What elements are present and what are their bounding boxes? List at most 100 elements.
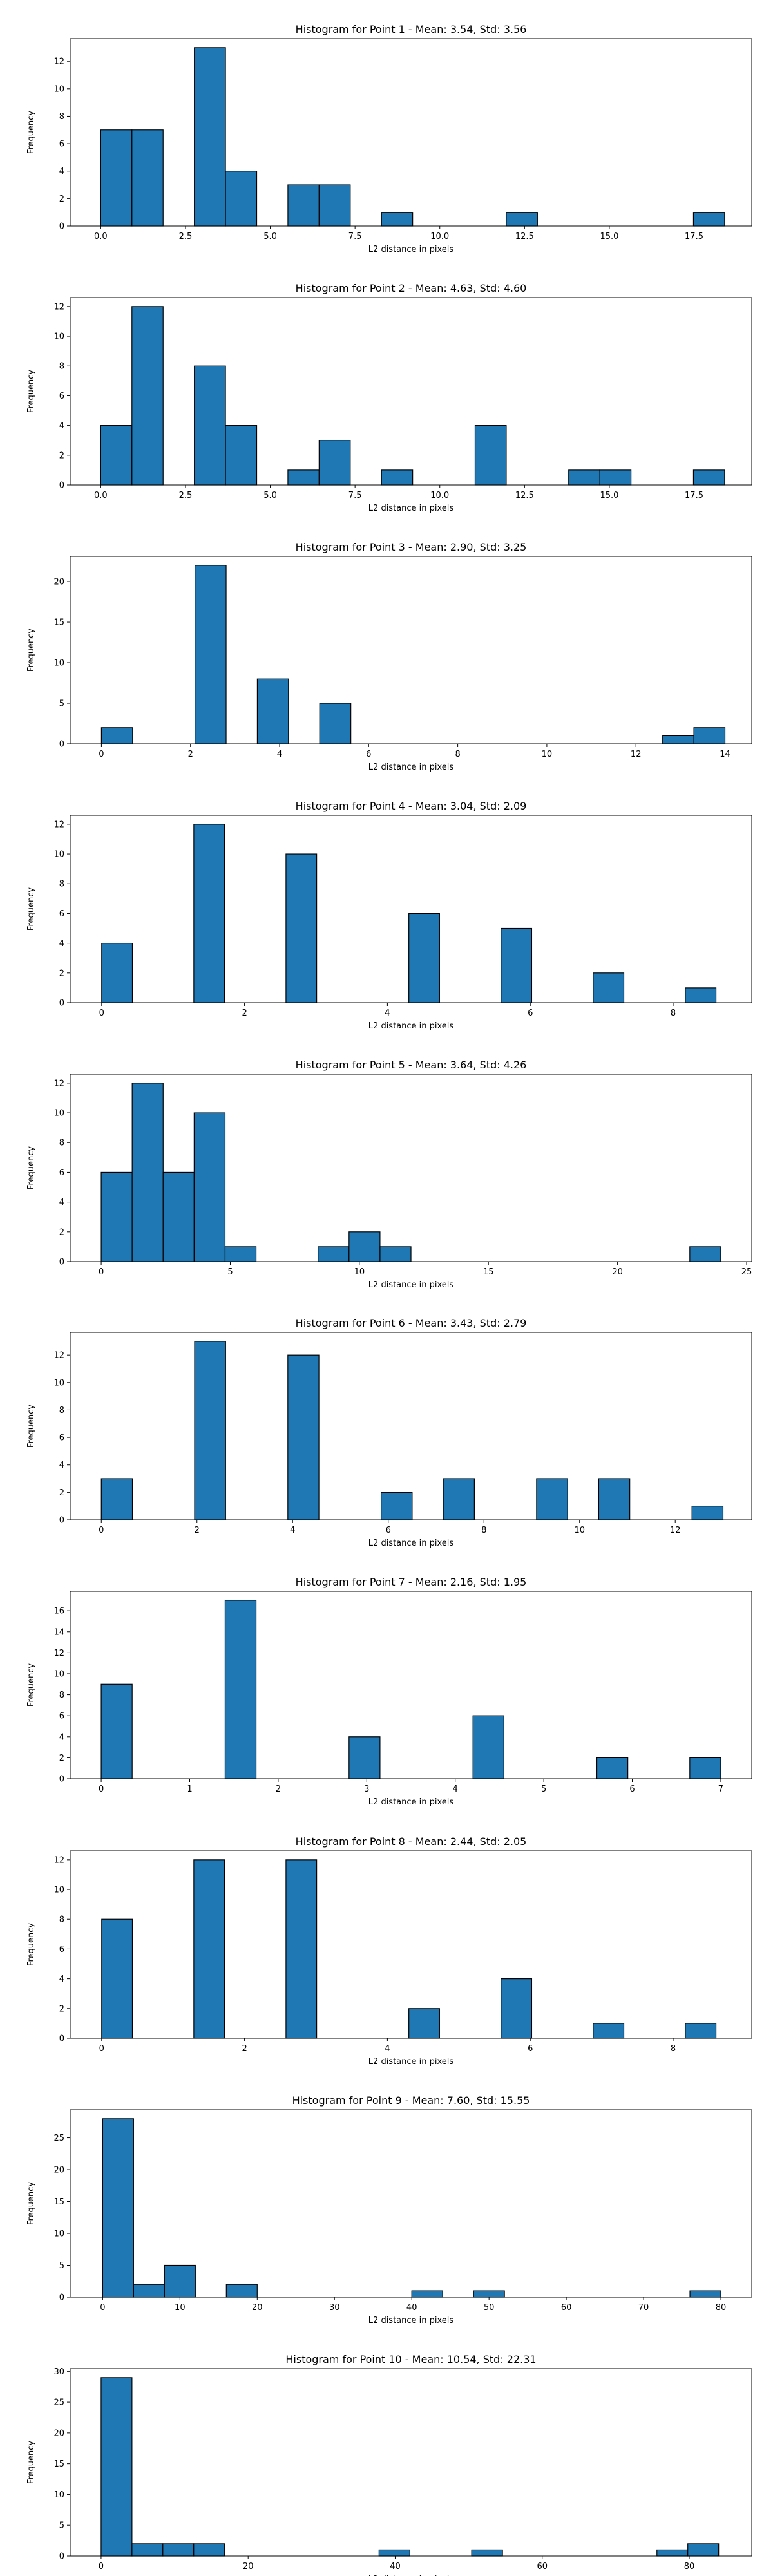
chart6-bar	[691, 1506, 724, 1520]
chart4-ylabel: Frequency	[26, 887, 36, 931]
chart3-bar	[100, 727, 133, 744]
chart8-ytick-label: 12	[53, 1855, 64, 1865]
chart1-xtick-label: 17.5	[685, 232, 703, 242]
chart4-ytick-label: 2	[59, 969, 64, 978]
chart5-title: Histogram for Point 5 - Mean: 3.64, Std:…	[296, 1059, 527, 1071]
chart7-xtick-label: 4	[453, 1785, 458, 1794]
chart9-bar	[164, 2264, 196, 2298]
chart1-bar	[381, 212, 414, 227]
chart1-title: Histogram for Point 1 - Mean: 3.54, Std:…	[296, 23, 527, 35]
chart7-ytick-label: 6	[59, 1712, 64, 1721]
chart9-bar	[411, 2290, 443, 2298]
chart5-ytick-label: 4	[59, 1198, 64, 1208]
chart3-bar	[693, 727, 726, 744]
chart5-bar	[689, 1246, 721, 1262]
chart7-bar	[100, 1683, 133, 1779]
chart1-bar	[287, 184, 320, 227]
chart4-ytick-label: 12	[53, 820, 64, 829]
chart2-ytick-label: 12	[53, 302, 64, 312]
chart1-bar	[225, 171, 258, 227]
chart7-bar	[472, 1715, 504, 1779]
chart8-bar	[101, 1918, 133, 2039]
chart10-ytick-label: 0	[59, 2552, 64, 2562]
chart3-ytick-label: 20	[53, 578, 64, 587]
chart1-axes-frame	[70, 38, 752, 227]
chart8-bar	[593, 2023, 625, 2039]
chart9-bar	[473, 2290, 505, 2298]
chart10-bar	[162, 2543, 195, 2557]
chart6-ytick-label: 8	[59, 1406, 64, 1416]
chart10-xtick-label: 40	[390, 2562, 401, 2571]
chart6-xtick-label: 0	[99, 1526, 104, 1535]
chart8-ytick-label: 0	[59, 2034, 64, 2044]
chart4-bar	[685, 987, 717, 1003]
chart5-bar	[224, 1246, 257, 1262]
chart8-xlabel: L2 distance in pixels	[368, 2057, 454, 2067]
chart1-xtick-label: 10.0	[430, 232, 449, 242]
chart10-bar	[131, 2543, 164, 2557]
chart2-ytick-label: 2	[59, 451, 64, 460]
chart5-bar	[162, 1171, 195, 1262]
chart6-bar	[380, 1492, 413, 1520]
chart3-ytick-label: 10	[53, 659, 64, 668]
chart2-bar	[194, 365, 226, 486]
chart5-bar	[193, 1112, 226, 1262]
chart6-xlabel: L2 distance in pixels	[368, 1539, 454, 1548]
chart5-xtick-label: 0	[99, 1267, 104, 1277]
chart9-xlabel: L2 distance in pixels	[368, 2316, 454, 2325]
chart3-xtick-label: 8	[455, 750, 460, 759]
chart10-ylabel: Frequency	[26, 2441, 36, 2484]
chart3-ytick-label: 0	[59, 740, 64, 750]
chart2-ytick-label: 0	[59, 481, 64, 491]
chart8-ytick-label: 2	[59, 2004, 64, 2014]
chart3-xtick-label: 10	[542, 750, 553, 759]
chart2-bar	[381, 469, 414, 486]
chart2-ylabel: Frequency	[26, 370, 36, 413]
chart9-bar	[133, 2284, 165, 2298]
chart10-xtick-label: 80	[684, 2562, 695, 2571]
chart4-bar	[285, 853, 318, 1003]
chart4-ytick-label: 10	[53, 850, 64, 860]
chart6-bar	[536, 1478, 568, 1520]
chart7-bar	[348, 1736, 381, 1779]
chart1-ylabel: Frequency	[26, 111, 36, 154]
chart4-ytick-label: 8	[59, 880, 64, 889]
chart3-bar	[319, 703, 352, 744]
chart6-ytick-label: 2	[59, 1488, 64, 1498]
chart9-xtick-label: 30	[329, 2303, 340, 2313]
chart2-ytick-label: 10	[53, 332, 64, 342]
chart2-bar	[474, 425, 507, 486]
chart7-xtick-label: 6	[629, 1785, 635, 1794]
chart2-xtick-label: 7.5	[348, 491, 362, 500]
chart9-xtick-label: 10	[175, 2303, 186, 2313]
chart3-xtick-label: 12	[631, 750, 642, 759]
chart2-bar	[131, 306, 164, 486]
chart6-axes-frame	[70, 1332, 752, 1520]
chart4-bar	[408, 913, 440, 1003]
chart1-ytick-label: 10	[53, 84, 64, 94]
chart9-xtick-label: 70	[638, 2303, 649, 2313]
chart9-bar	[225, 2284, 258, 2298]
chart1-bar	[692, 212, 725, 227]
chart5-bar	[318, 1246, 350, 1262]
chart10-axes-frame	[70, 2368, 752, 2557]
chart5-bar	[379, 1246, 412, 1262]
chart6-xtick-label: 2	[195, 1526, 200, 1535]
chart5-ytick-label: 10	[53, 1109, 64, 1119]
chart1-xtick-label: 2.5	[179, 232, 193, 242]
chart7-ytick-label: 4	[59, 1732, 64, 1742]
chart5-xtick-label: 5	[227, 1267, 233, 1277]
chart10-ytick-label: 10	[53, 2490, 64, 2500]
chart3-title: Histogram for Point 3 - Mean: 2.90, Std:…	[296, 541, 527, 553]
chart6-bar	[598, 1478, 631, 1520]
chart8-bar	[285, 1859, 318, 2039]
chart7-bar	[224, 1600, 257, 1779]
chart1-xtick-label: 7.5	[348, 232, 362, 242]
chart7-ytick-label: 14	[53, 1627, 64, 1637]
chart5-ylabel: Frequency	[26, 1146, 36, 1189]
chart2-bar	[100, 425, 133, 486]
chart5-xtick-label: 25	[741, 1267, 752, 1277]
chart7-xtick-label: 1	[187, 1785, 192, 1794]
chart2-title: Histogram for Point 2 - Mean: 4.63, Std:…	[296, 282, 527, 294]
chart2-axes-frame	[70, 297, 752, 486]
